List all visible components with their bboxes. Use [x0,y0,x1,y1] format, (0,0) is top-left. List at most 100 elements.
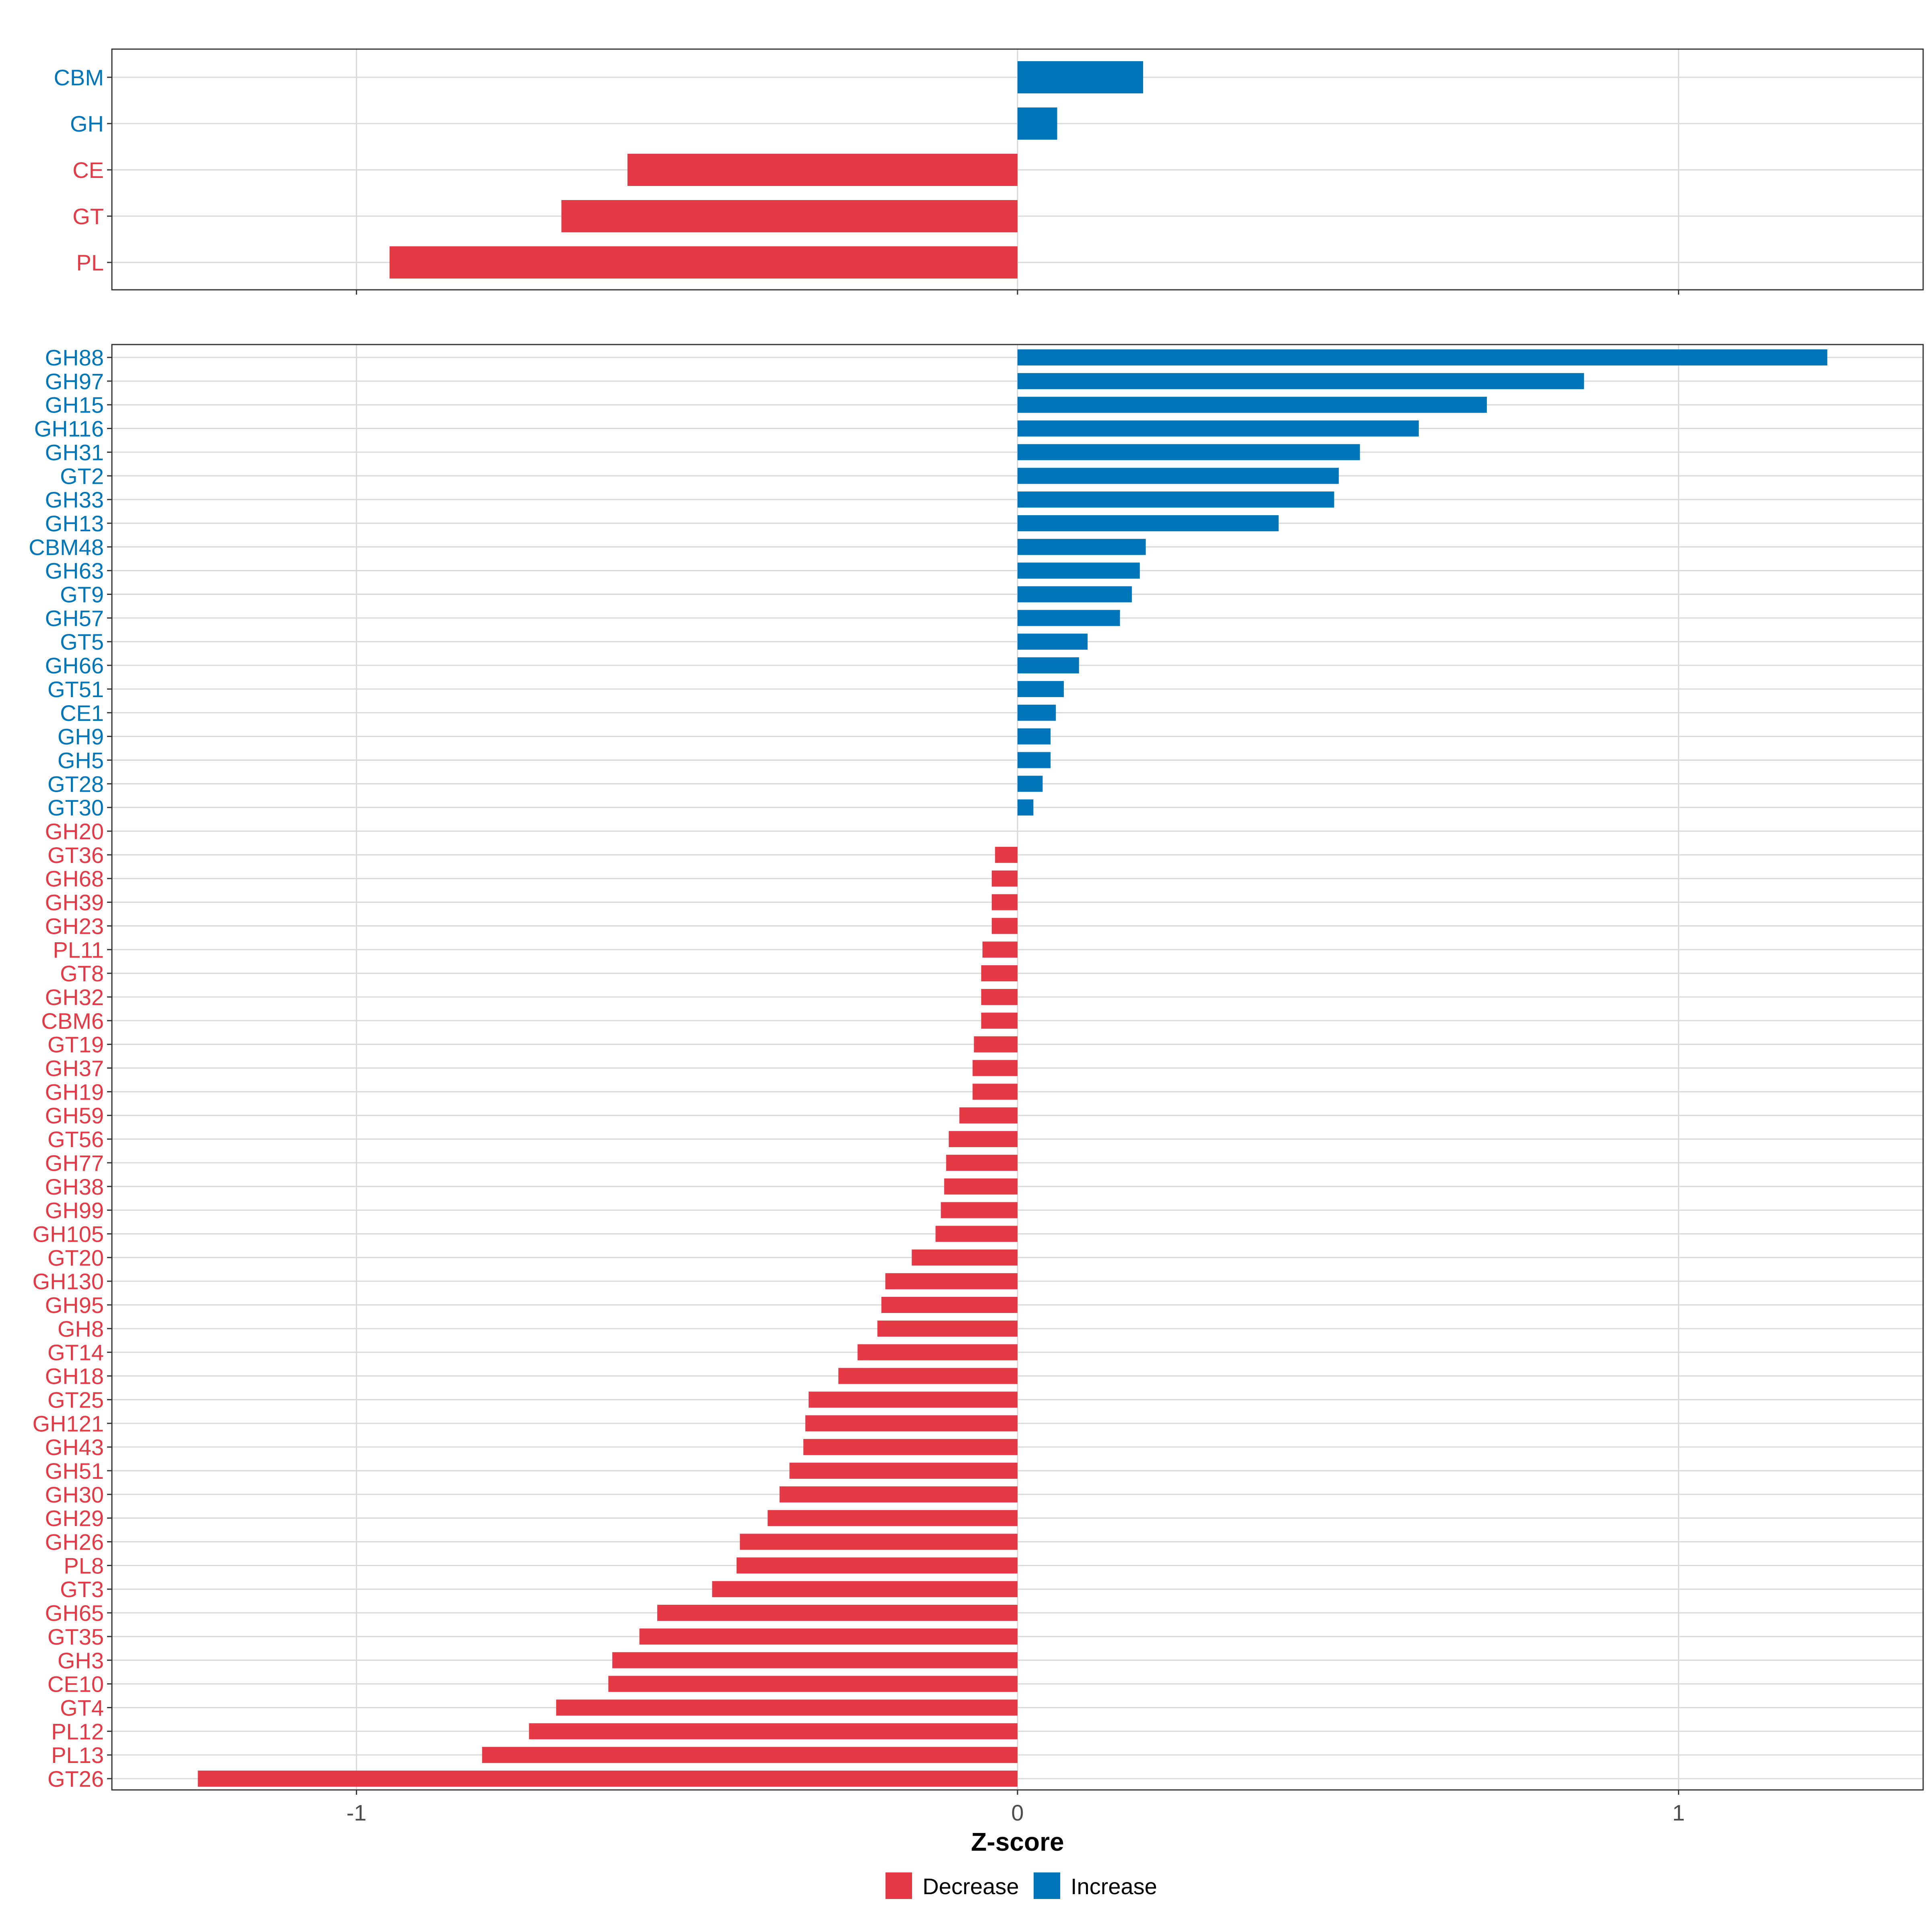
bar-gh13 [1018,515,1279,531]
y-tick-label: GH9 [58,724,104,749]
bar-gt4 [556,1699,1018,1716]
y-tick-label: GT9 [60,582,104,607]
bar-gh29 [768,1510,1018,1526]
bar-gh37 [972,1060,1018,1076]
bar-gt14 [857,1344,1018,1360]
bar-gt3 [712,1581,1018,1598]
y-tick-label: GH88 [45,345,104,370]
y-tick-label: PL13 [51,1742,104,1768]
y-tick-label: GT14 [47,1340,104,1365]
legend-label-increase: Increase [1071,1874,1157,1899]
bar-gh95 [881,1297,1018,1313]
y-tick-label: GH97 [45,369,104,394]
bar-gt51 [1018,681,1064,697]
x-axis-title: Z-score [971,1827,1064,1856]
bar-gh30 [779,1486,1018,1503]
bar-gt9 [1018,586,1132,603]
bar-gh18 [838,1368,1018,1384]
bar-gt26 [198,1771,1018,1787]
y-tick-label: GH18 [45,1364,104,1389]
y-tick-label: GH5 [58,747,104,773]
bar-gh68 [991,870,1018,887]
bar-gh66 [1018,657,1079,674]
y-tick-label: GH95 [45,1292,104,1318]
bar-gh5 [1018,752,1051,768]
y-tick-label: GH38 [45,1174,104,1199]
y-tick-label: GT30 [47,795,104,820]
y-tick-label: GT4 [60,1695,104,1720]
bar-gt2 [1018,468,1339,484]
y-tick-label: GH29 [45,1506,104,1531]
bar-gh63 [1018,562,1140,579]
y-tick-label: GH130 [33,1269,104,1294]
y-tick-label: GT36 [47,842,104,868]
bar-gh8 [877,1320,1018,1337]
top-panel: CBM GH CE GT PL [54,48,1924,295]
y-tick-label: GH105 [33,1221,104,1247]
bar-gt35 [639,1628,1018,1645]
bar-gh31 [1018,444,1360,460]
y-tick-label: PL [76,250,104,275]
bar-gh65 [657,1605,1018,1621]
y-tick-label: GT25 [47,1387,104,1412]
bar-ce10 [608,1676,1018,1692]
bar-gt8 [981,965,1018,982]
y-tick-label: GH3 [58,1648,104,1673]
bar-gt36 [995,846,1018,863]
bar-gt5 [1018,634,1088,650]
y-tick-label: GH39 [45,890,104,915]
bar-gh88 [1018,349,1827,365]
bar-gh99 [941,1202,1018,1218]
y-tick-label: GH23 [45,913,104,939]
y-tick-label: GT19 [47,1032,104,1057]
bar-cbm [1018,61,1144,93]
bar-gh121 [805,1415,1018,1432]
y-tick-label: GH32 [45,985,104,1010]
y-tick-label: GH121 [33,1411,104,1436]
legend-swatch-increase [1034,1872,1060,1899]
y-tick-label: GH66 [45,653,104,678]
bar-gh51 [789,1462,1018,1479]
y-tick-label: CBM6 [41,1008,104,1034]
x-tick-label: 0 [1011,1800,1024,1825]
bar-gh [1018,107,1057,140]
y-tick-label: GH31 [45,440,104,465]
bar-gh33 [1018,491,1334,508]
y-tick-label: GT [72,204,104,229]
y-tick-label: GT35 [47,1624,104,1649]
y-tick-label: PL12 [51,1719,104,1744]
bar-gh9 [1018,728,1051,745]
y-tick-label: GH33 [45,487,104,512]
bar-gt20 [912,1249,1018,1266]
y-tick-label: GT51 [47,677,104,702]
bottom-panel: GH88GH97GH15GH116GH31GT2GH33GH13CBM48GH6… [29,344,1924,1825]
y-tick-label: GH68 [45,866,104,892]
y-tick-label: GH65 [45,1600,104,1626]
y-tick-label: GT28 [47,771,104,797]
bar-ce [627,154,1018,186]
legend: Decrease Increase [886,1872,1157,1899]
y-tick-label: GT2 [60,463,104,489]
y-tick-label: GH59 [45,1103,104,1128]
bar-pl8 [737,1557,1018,1574]
y-tick-label: GT56 [47,1127,104,1152]
y-tick-label: GT5 [60,629,104,654]
bar-cbm48 [1018,539,1146,555]
bar-gt30 [1018,799,1034,816]
bar-gh105 [935,1226,1018,1242]
legend-label-decrease: Decrease [923,1874,1019,1899]
bar-gh39 [991,894,1018,910]
bar-pl12 [529,1723,1018,1740]
bar-gh38 [944,1178,1018,1195]
bar-gt19 [974,1036,1018,1053]
y-tick-label: GH51 [45,1458,104,1484]
y-tick-label: CE [72,157,104,183]
bar-cbm6 [981,1012,1018,1029]
bar-gh57 [1018,610,1120,626]
y-tick-label: GH19 [45,1079,104,1104]
bar-gh97 [1018,373,1584,389]
bar-gh19 [972,1084,1018,1100]
bar-gt28 [1018,776,1043,792]
bar-gt25 [809,1391,1018,1408]
